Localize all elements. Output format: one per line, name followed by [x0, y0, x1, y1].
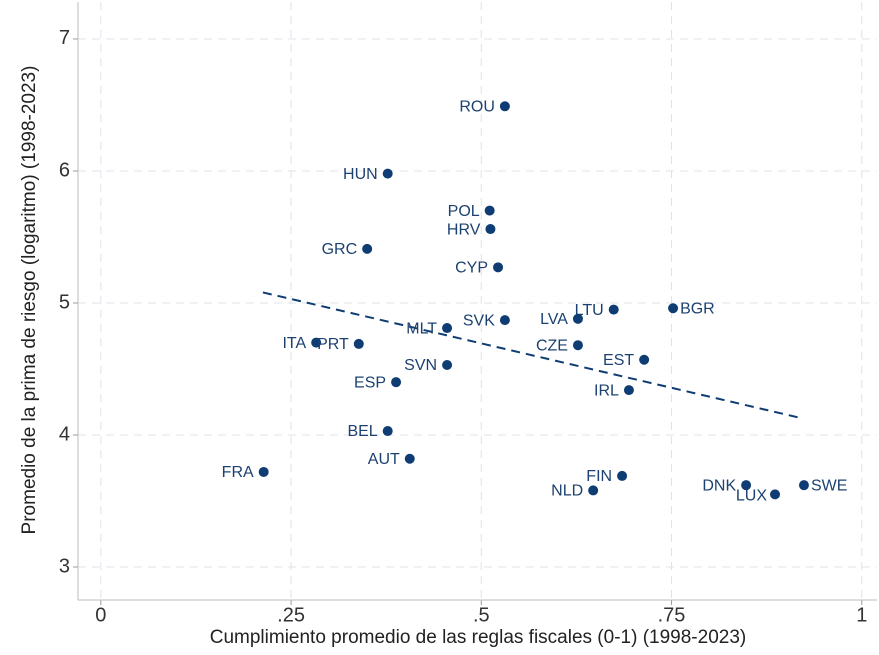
point	[798, 480, 809, 491]
point	[382, 426, 393, 437]
point	[362, 243, 373, 254]
x-tick-label: 1	[856, 604, 867, 626]
point-label: IRL	[594, 382, 619, 399]
x-axis-title: Cumplimiento promedio de las reglas fisc…	[210, 627, 746, 648]
point-label: ESP	[354, 374, 386, 391]
point-label: BGR	[680, 300, 715, 317]
point	[499, 101, 510, 112]
y-tick-label: 7	[59, 27, 70, 49]
point	[258, 466, 269, 477]
y-axis-title: Promedio de la prima de riesgo (logaritm…	[19, 66, 40, 535]
y-tick-label: 4	[59, 423, 70, 445]
point-label: POL	[448, 203, 480, 220]
point-label: LVA	[540, 311, 568, 328]
point-label: LUX	[736, 488, 767, 505]
point-label: CYP	[455, 260, 488, 277]
point	[493, 262, 504, 273]
point	[382, 168, 393, 179]
point-label: SWE	[811, 477, 847, 494]
point-label: GRC	[322, 241, 358, 258]
point-label: FRA	[222, 464, 254, 481]
point	[499, 315, 510, 326]
point	[391, 377, 402, 388]
point-label: HRV	[447, 221, 481, 238]
point	[572, 313, 583, 324]
point	[608, 304, 619, 315]
point	[639, 354, 650, 365]
point-label: LTU	[575, 302, 604, 319]
point-label: AUT	[368, 451, 400, 468]
x-tick-label: .25	[277, 604, 305, 626]
point	[623, 385, 634, 396]
point-label: PRT	[317, 336, 349, 353]
x-tick-label: 0	[95, 604, 106, 626]
y-tick-label: 3	[59, 555, 70, 577]
point-label: ITA	[282, 335, 306, 352]
point-label: HUN	[343, 166, 378, 183]
point	[311, 337, 322, 348]
point-label: SVN	[404, 357, 437, 374]
point-label: MLT	[406, 320, 437, 337]
point-label: FIN	[586, 468, 612, 485]
point	[485, 224, 496, 235]
point	[484, 205, 495, 216]
point	[353, 338, 364, 349]
point	[741, 480, 752, 491]
y-tick-label: 6	[59, 159, 70, 181]
point-label: ROU	[459, 99, 495, 116]
point-label: EST	[603, 352, 634, 369]
point	[442, 360, 453, 371]
fit-line	[262, 291, 801, 419]
point-label: BEL	[347, 423, 377, 440]
point	[588, 485, 599, 496]
x-tick-label: .5	[473, 604, 490, 626]
point-label: SVK	[463, 312, 495, 329]
point	[572, 340, 583, 351]
point-label: DNK	[702, 477, 736, 494]
point	[668, 303, 679, 314]
point	[770, 489, 781, 500]
x-tick-label: .75	[658, 604, 686, 626]
point	[404, 453, 415, 464]
point-label: NLD	[551, 483, 583, 500]
point-label: CZE	[536, 337, 568, 354]
y-tick-label: 5	[59, 291, 70, 313]
point	[442, 323, 453, 334]
point	[617, 470, 628, 481]
